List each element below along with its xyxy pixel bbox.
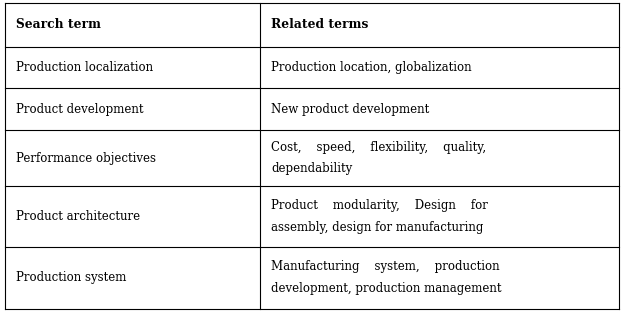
Text: Production localization: Production localization <box>16 61 154 74</box>
Text: Search term: Search term <box>16 18 101 31</box>
Text: Manufacturing    system,    production: Manufacturing system, production <box>271 260 500 273</box>
Text: Production system: Production system <box>16 272 127 285</box>
Text: Product architecture: Product architecture <box>16 210 140 223</box>
Text: Related terms: Related terms <box>271 18 368 31</box>
Text: dependability: dependability <box>271 162 353 175</box>
Text: Product    modularity,    Design    for: Product modularity, Design for <box>271 199 488 212</box>
Text: Performance objectives: Performance objectives <box>16 151 156 165</box>
Text: New product development: New product development <box>271 103 429 116</box>
Text: assembly, design for manufacturing: assembly, design for manufacturing <box>271 221 484 234</box>
Text: development, production management: development, production management <box>271 282 502 295</box>
Text: Product development: Product development <box>16 103 144 116</box>
Text: Cost,    speed,    flexibility,    quality,: Cost, speed, flexibility, quality, <box>271 142 486 154</box>
Text: Production location, globalization: Production location, globalization <box>271 61 472 74</box>
